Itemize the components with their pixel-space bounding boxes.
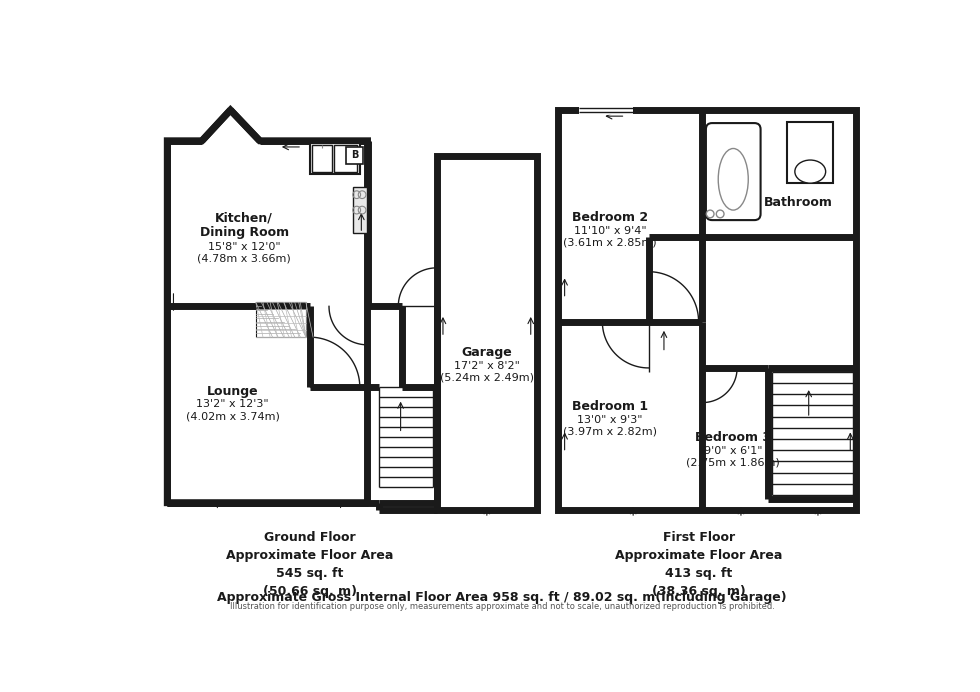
Bar xyxy=(346,147,363,164)
Text: Approximate Gross Internal Floor Area 958 sq. ft / 89.02 sq. m(Including Garage): Approximate Gross Internal Floor Area 95… xyxy=(218,591,787,604)
Polygon shape xyxy=(168,110,368,502)
Bar xyxy=(310,143,360,174)
Bar xyxy=(787,122,833,183)
Text: Kitchen/
Dining Room: Kitchen/ Dining Room xyxy=(200,212,289,239)
Text: 17'2" x 8'2"
(5.24m x 2.49m): 17'2" x 8'2" (5.24m x 2.49m) xyxy=(440,361,534,383)
Bar xyxy=(559,110,857,511)
Text: Bedroom 3: Bedroom 3 xyxy=(695,430,771,444)
Text: Lounge: Lounge xyxy=(207,385,259,397)
Text: B: B xyxy=(351,150,358,161)
Text: 13'0" x 9'3"
(3.97m x 2.82m): 13'0" x 9'3" (3.97m x 2.82m) xyxy=(564,415,657,437)
Text: Ground Floor
Approximate Floor Area
545 sq. ft
(50.66 sq. m): Ground Floor Approximate Floor Area 545 … xyxy=(226,531,393,598)
Text: Bedroom 2: Bedroom 2 xyxy=(572,211,648,224)
Text: Bathroom: Bathroom xyxy=(764,196,833,209)
Text: First Floor
Approximate Floor Area
413 sq. ft
(38.36 sq. m): First Floor Approximate Floor Area 413 s… xyxy=(614,531,782,598)
Bar xyxy=(437,156,537,511)
Ellipse shape xyxy=(718,149,749,210)
Bar xyxy=(334,145,358,172)
Bar xyxy=(353,187,367,233)
Text: 9'0" x 6'1"
(2.75m x 1.86m): 9'0" x 6'1" (2.75m x 1.86m) xyxy=(686,446,780,467)
Text: Illustration for identification purpose only, measurements approximate and not t: Illustration for identification purpose … xyxy=(230,602,774,611)
FancyBboxPatch shape xyxy=(706,123,760,220)
Text: Garage: Garage xyxy=(462,346,513,359)
Text: 11'10" x 9'4"
(3.61m x 2.85m): 11'10" x 9'4" (3.61m x 2.85m) xyxy=(564,226,657,248)
Bar xyxy=(312,145,332,172)
Text: 15'8" x 12'0"
(4.78m x 3.66m): 15'8" x 12'0" (4.78m x 3.66m) xyxy=(197,242,291,263)
Text: 13'2" x 12'3"
(4.02m x 3.74m): 13'2" x 12'3" (4.02m x 3.74m) xyxy=(186,399,279,421)
Ellipse shape xyxy=(795,160,825,183)
Bar xyxy=(256,302,306,337)
Text: Bedroom 1: Bedroom 1 xyxy=(572,400,648,413)
